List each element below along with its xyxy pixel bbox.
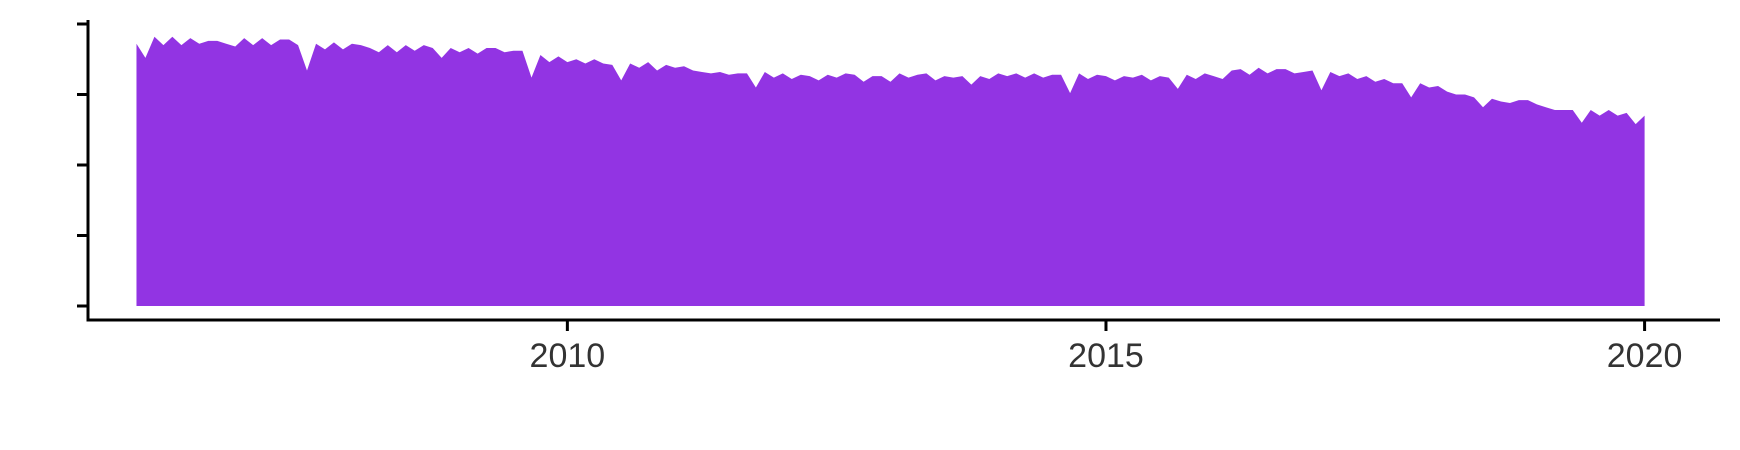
x-axis-ticks: 2010 2015 2020 bbox=[530, 320, 1683, 375]
axis-layer: 2010 2015 2020 bbox=[77, 20, 1720, 375]
x-tick-label: 2015 bbox=[1068, 337, 1144, 375]
x-tick-label: 2010 bbox=[530, 337, 606, 375]
area-series bbox=[136, 36, 1645, 306]
x-tick-label: 2020 bbox=[1607, 337, 1683, 375]
y-axis-ticks bbox=[77, 22, 88, 308]
area-layer bbox=[136, 36, 1645, 306]
